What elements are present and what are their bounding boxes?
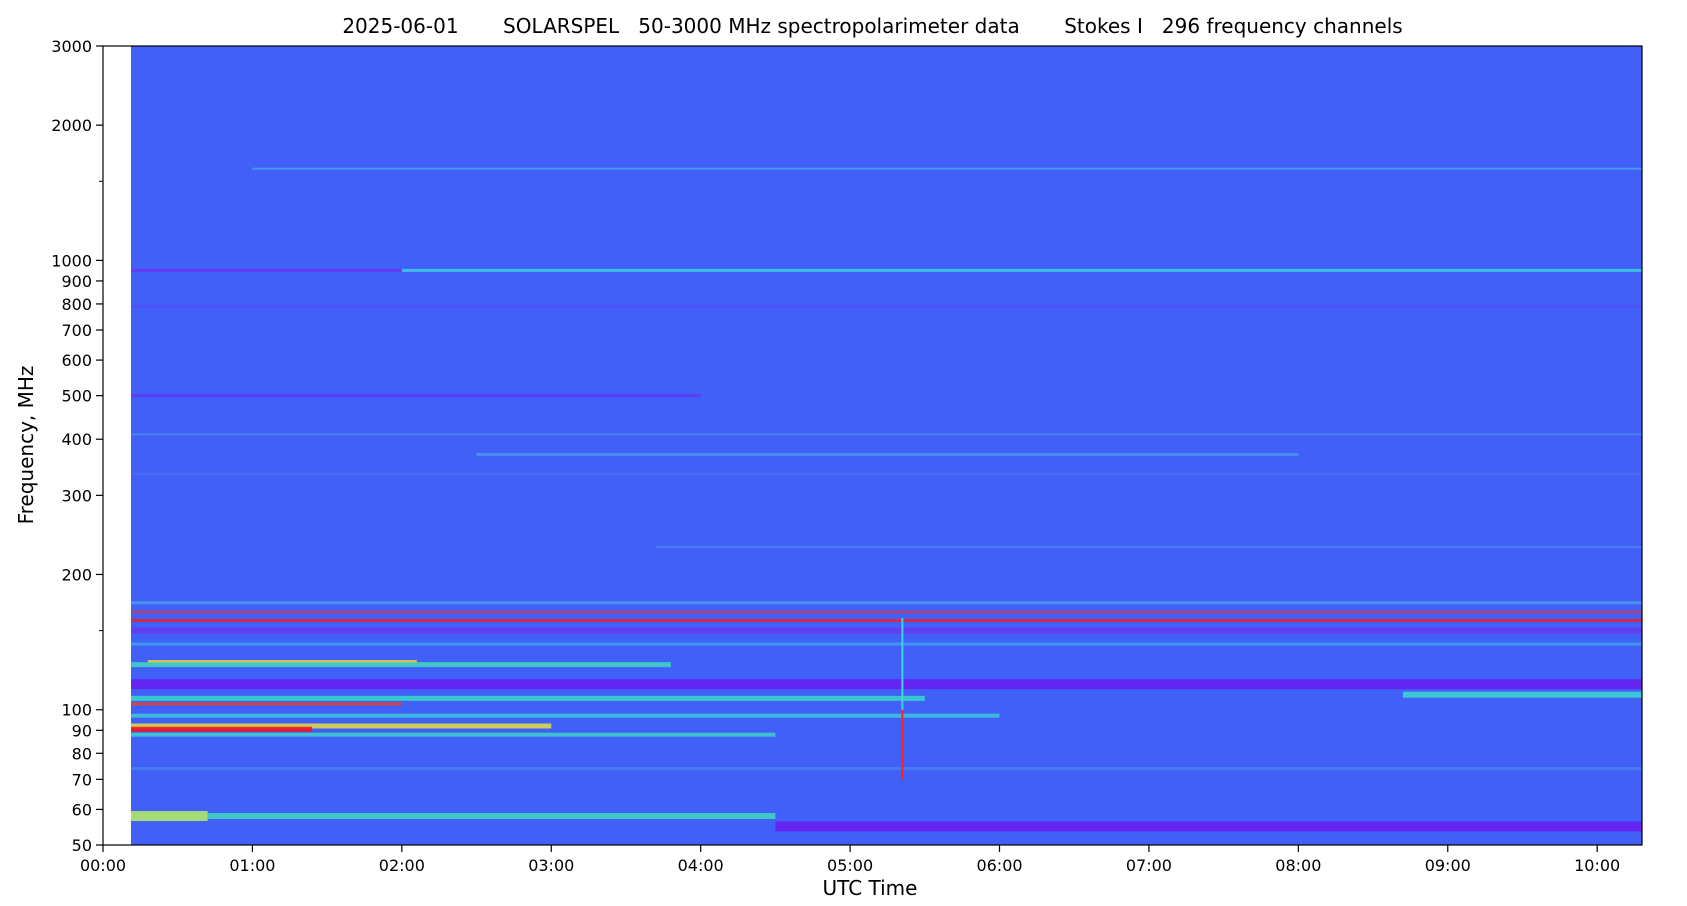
x-tick-label: 02:00 bbox=[379, 856, 425, 875]
y-axis-label: Frequency, MHz bbox=[14, 366, 38, 525]
x-tick-label: 10:00 bbox=[1574, 856, 1620, 875]
x-tick-label: 09:00 bbox=[1425, 856, 1471, 875]
x-axis: 00:00 01:00 02:00 03:00 04:00 05:00 06:00 07:00… bbox=[80, 845, 1620, 875]
y-tick-label: 2000 bbox=[51, 116, 92, 135]
y-tick-label: 500 bbox=[61, 387, 92, 406]
spectral-band bbox=[655, 546, 1642, 549]
y-tick-label: 300 bbox=[61, 486, 92, 505]
spectral-band bbox=[131, 811, 208, 822]
spectrogram-background bbox=[131, 46, 1642, 845]
x-tick-label: 00:00 bbox=[80, 856, 126, 875]
y-tick-label: 900 bbox=[61, 272, 92, 291]
spectral-band bbox=[131, 394, 701, 398]
spectral-band bbox=[207, 813, 776, 820]
title-part: 296 frequency channels bbox=[1143, 14, 1403, 38]
spectral-band bbox=[131, 305, 1642, 308]
chart-title: 2025-06-01 SOLARSPEL 50-3000 MHz spectro… bbox=[342, 14, 1402, 38]
y-tick-label: 50 bbox=[72, 836, 92, 855]
x-tick-label: 03:00 bbox=[528, 856, 574, 875]
x-tick-label: 05:00 bbox=[827, 856, 873, 875]
spectral-band bbox=[131, 611, 1642, 614]
spectral-band bbox=[401, 268, 1642, 272]
spectral-band bbox=[131, 695, 925, 701]
spectral-band bbox=[131, 726, 313, 732]
spectral-band bbox=[131, 732, 776, 737]
x-tick-label: 04:00 bbox=[678, 856, 724, 875]
x-tick-label: 07:00 bbox=[1126, 856, 1172, 875]
x-tick-label: 01:00 bbox=[229, 856, 275, 875]
spectral-band bbox=[131, 713, 1000, 718]
spectral-band bbox=[131, 642, 1642, 646]
spectral-band bbox=[131, 618, 1642, 622]
spectral-band bbox=[476, 452, 1299, 456]
spectral-band bbox=[131, 766, 1642, 770]
spectral-band bbox=[131, 723, 552, 729]
y-tick-label: 100 bbox=[61, 701, 92, 720]
y-tick-label: 70 bbox=[72, 770, 92, 789]
y-tick-label: 90 bbox=[72, 721, 92, 740]
y-tick-label: 700 bbox=[61, 321, 92, 340]
spectral-band bbox=[131, 601, 1642, 605]
title-part: SOLARSPEL bbox=[459, 14, 621, 38]
y-tick-label: 60 bbox=[72, 800, 92, 819]
spectral-band bbox=[131, 662, 671, 668]
y-tick-label: 1000 bbox=[51, 251, 92, 270]
spectral-band bbox=[252, 167, 1642, 170]
x-tick-label: 06:00 bbox=[976, 856, 1022, 875]
spectral-band bbox=[131, 679, 1642, 690]
plot-frame bbox=[102, 45, 1643, 846]
x-tick-label: 08:00 bbox=[1275, 856, 1321, 875]
spectral-band bbox=[131, 433, 1642, 436]
y-tick-label: 800 bbox=[61, 295, 92, 314]
spectral-band bbox=[147, 660, 417, 664]
spectral-band bbox=[1402, 691, 1642, 698]
y-tick-label: 600 bbox=[61, 351, 92, 370]
y-tick-label: 400 bbox=[61, 430, 92, 449]
y-tick-label: 80 bbox=[72, 744, 92, 763]
plot-area bbox=[102, 45, 1643, 846]
title-part: 50-3000 MHz spectropolarimeter data bbox=[619, 14, 1020, 38]
spectral-band bbox=[131, 472, 1642, 475]
x-axis-label: UTC Time bbox=[823, 876, 918, 900]
spectral-band bbox=[131, 627, 1642, 634]
title-part: Stokes I bbox=[1020, 14, 1143, 38]
title-part: 2025-06-01 bbox=[342, 14, 458, 38]
spectral-band bbox=[775, 821, 1642, 832]
spectral-band bbox=[131, 702, 402, 706]
y-tick-label: 3000 bbox=[51, 37, 92, 56]
spectral-band bbox=[131, 268, 402, 272]
y-tick-label: 200 bbox=[61, 565, 92, 584]
